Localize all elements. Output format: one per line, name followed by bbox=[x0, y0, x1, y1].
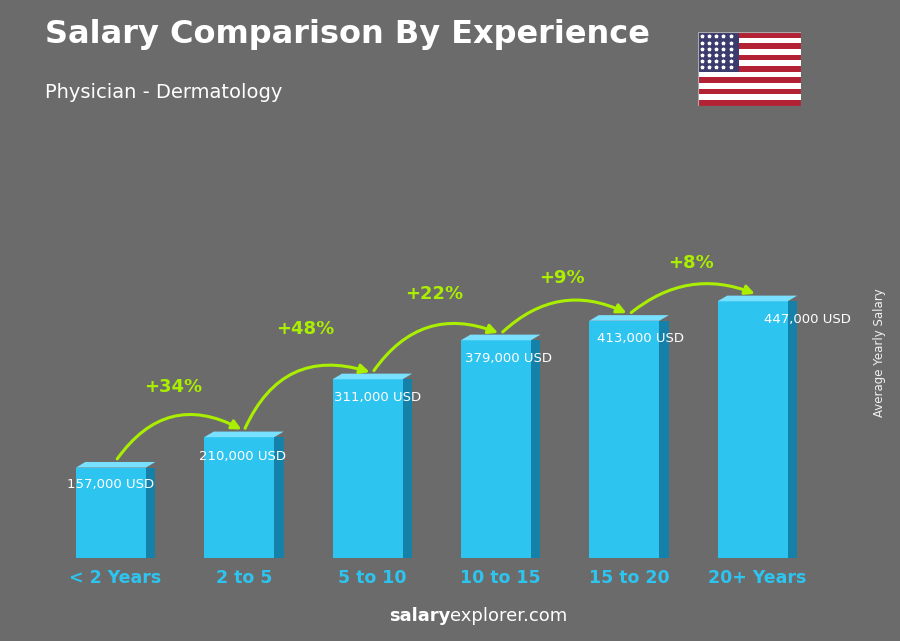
Bar bbox=[698, 44, 801, 49]
Bar bbox=[698, 38, 801, 44]
Text: Average Yearly Salary: Average Yearly Salary bbox=[874, 288, 886, 417]
Bar bbox=[332, 379, 402, 558]
Polygon shape bbox=[461, 335, 541, 340]
Polygon shape bbox=[332, 554, 412, 558]
Text: Physician - Dermatology: Physician - Dermatology bbox=[45, 83, 283, 103]
Bar bbox=[698, 54, 801, 60]
Polygon shape bbox=[590, 554, 669, 558]
Bar bbox=[698, 32, 801, 38]
Polygon shape bbox=[332, 374, 412, 379]
Bar bbox=[698, 66, 801, 72]
Bar bbox=[274, 437, 284, 558]
Bar bbox=[461, 340, 531, 558]
Text: +48%: +48% bbox=[276, 320, 335, 338]
Text: salary: salary bbox=[389, 607, 450, 625]
Bar bbox=[717, 301, 788, 558]
Text: +9%: +9% bbox=[539, 269, 585, 287]
Text: +22%: +22% bbox=[405, 285, 463, 303]
Bar bbox=[660, 320, 669, 558]
Polygon shape bbox=[461, 554, 541, 558]
Text: +34%: +34% bbox=[144, 378, 202, 396]
Text: 447,000 USD: 447,000 USD bbox=[764, 313, 850, 326]
Bar bbox=[698, 78, 801, 83]
Text: 379,000 USD: 379,000 USD bbox=[464, 352, 552, 365]
Text: Salary Comparison By Experience: Salary Comparison By Experience bbox=[45, 19, 650, 50]
Text: 210,000 USD: 210,000 USD bbox=[199, 450, 286, 463]
Bar bbox=[698, 100, 801, 106]
Bar bbox=[698, 94, 801, 100]
Polygon shape bbox=[717, 296, 797, 301]
Bar bbox=[788, 301, 797, 558]
Bar bbox=[402, 379, 412, 558]
Bar bbox=[204, 437, 274, 558]
Bar bbox=[698, 60, 801, 66]
Text: 311,000 USD: 311,000 USD bbox=[334, 391, 421, 404]
Bar bbox=[698, 83, 801, 88]
Polygon shape bbox=[204, 554, 284, 558]
Polygon shape bbox=[717, 554, 797, 558]
Text: +8%: +8% bbox=[668, 254, 714, 272]
Bar bbox=[698, 32, 739, 72]
Bar bbox=[76, 468, 146, 558]
Bar bbox=[531, 340, 541, 558]
Polygon shape bbox=[204, 431, 284, 437]
Text: explorer.com: explorer.com bbox=[450, 607, 567, 625]
Text: 157,000 USD: 157,000 USD bbox=[67, 478, 154, 491]
Bar bbox=[590, 320, 660, 558]
Bar bbox=[146, 468, 156, 558]
Polygon shape bbox=[590, 315, 669, 320]
Text: 413,000 USD: 413,000 USD bbox=[597, 332, 684, 345]
Bar bbox=[698, 72, 801, 78]
Bar bbox=[698, 88, 801, 94]
Bar bbox=[698, 49, 801, 54]
Polygon shape bbox=[76, 462, 156, 468]
Polygon shape bbox=[76, 554, 156, 558]
